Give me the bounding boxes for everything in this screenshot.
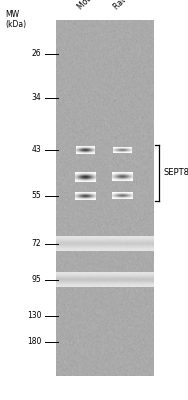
Text: 130: 130 (27, 312, 41, 320)
Text: 95: 95 (32, 276, 41, 284)
Text: Rat brain: Rat brain (112, 0, 144, 11)
Text: Mouse brain: Mouse brain (76, 0, 116, 11)
Text: 180: 180 (27, 338, 41, 346)
Text: SEPT8: SEPT8 (164, 168, 188, 177)
Text: 43: 43 (32, 146, 41, 154)
Text: 26: 26 (32, 50, 41, 58)
Text: 55: 55 (32, 192, 41, 200)
Text: MW
(kDa): MW (kDa) (6, 10, 27, 29)
Text: 72: 72 (32, 240, 41, 248)
Text: 34: 34 (32, 94, 41, 102)
